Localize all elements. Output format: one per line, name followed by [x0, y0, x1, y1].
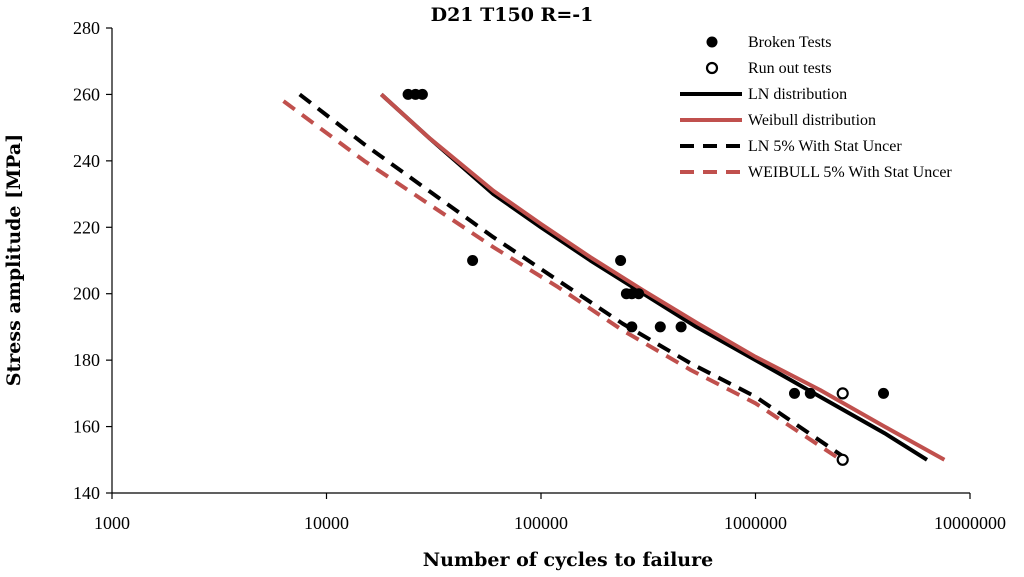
y-axis-label: Stress amplitude [MPa] — [3, 134, 25, 386]
y-tick-label: 180 — [73, 350, 100, 370]
x-tick-label: 10000 — [304, 513, 349, 533]
run-out-tests-point — [836, 387, 849, 400]
broken-tests-point — [789, 387, 800, 399]
legend-swatch-broken-tests — [706, 36, 718, 48]
x-axis-label: Number of cycles to failure — [423, 549, 713, 571]
legend-label-ln-distribution: LN distribution — [748, 86, 847, 103]
broken-tests-point — [416, 88, 428, 100]
legend-label-run-out-tests: Run out tests — [748, 60, 832, 77]
y-tick-label: 140 — [73, 483, 100, 503]
broken-tests-point — [626, 321, 638, 333]
weibull-distribution-line — [379, 92, 946, 462]
y-tick-label: 160 — [73, 417, 100, 437]
legend-label-weibull-distribution: Weibull distribution — [748, 112, 876, 129]
broken-tests-point — [633, 288, 645, 300]
x-tick-label: 10000000 — [934, 513, 1006, 533]
x-tick-label: 1000000 — [724, 513, 787, 533]
broken-tests-point — [615, 255, 627, 266]
legend-label-weibull-5-with-stat-uncer: WEIBULL 5% With Stat Uncer — [748, 164, 952, 181]
legend-swatch-run-out-tests — [705, 61, 719, 75]
legend-label-broken-tests: Broken Tests — [748, 34, 831, 51]
broken-tests-point — [804, 387, 816, 399]
series-layer — [282, 88, 946, 466]
y-tick-label: 200 — [73, 284, 100, 304]
legend-label-ln-5-with-stat-uncer: LN 5% With Stat Uncer — [748, 138, 902, 155]
y-tick-label: 260 — [73, 84, 100, 104]
legend: Broken Tests Run out tests LN distribution… — [680, 34, 952, 181]
y-tick-label: 280 — [73, 18, 100, 38]
weibull-5-with-stat-uncer-line — [282, 99, 843, 462]
y-tick-label: 240 — [73, 151, 100, 171]
axes: 140 160 180 200 220 240 260 280 1000 10000 100000 1… — [73, 18, 1006, 533]
broken-tests-point — [654, 321, 666, 333]
broken-tests-point — [878, 387, 889, 399]
y-tick-label: 220 — [73, 217, 100, 237]
x-tick-label: 1000 — [94, 513, 130, 533]
broken-tests-point — [467, 255, 479, 266]
chart-title: D21 T150 R=-1 — [431, 4, 594, 26]
x-tick-label: 100000 — [514, 513, 568, 533]
run-out-tests-point — [836, 453, 849, 466]
broken-tests-point — [675, 321, 687, 333]
